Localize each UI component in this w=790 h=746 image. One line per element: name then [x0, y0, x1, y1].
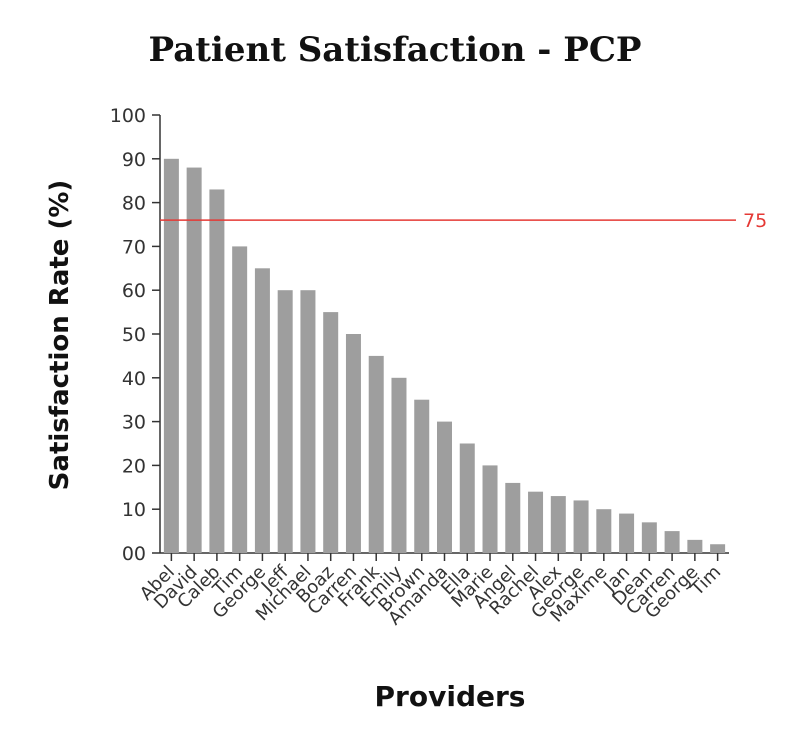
bar [391, 377, 407, 553]
bar [505, 482, 521, 553]
bar [209, 189, 225, 553]
bars [163, 158, 726, 554]
bar [664, 531, 680, 553]
bar [573, 500, 589, 553]
bar [596, 509, 612, 553]
y-tick-label: 70 [122, 236, 146, 258]
chart-title: Patient Satisfaction - PCP [148, 30, 642, 70]
bar [345, 334, 361, 553]
bar [368, 355, 384, 553]
y-tick-label: 10 [122, 499, 146, 521]
y-tick-label: 40 [122, 368, 146, 390]
y-axis: 00 10 20 30 40 50 60 70 80 90 100 [110, 105, 161, 565]
bar [323, 312, 339, 553]
y-tick-label: 60 [122, 280, 146, 302]
y-tick-label: 50 [122, 324, 146, 346]
bar [414, 399, 430, 553]
y-tick-label: 100 [110, 105, 146, 127]
bar [437, 421, 452, 553]
bar [300, 290, 316, 553]
bar [232, 246, 248, 553]
bar [641, 522, 657, 553]
y-tick-label: 30 [122, 412, 146, 434]
bar [459, 443, 475, 553]
y-tick-label: 20 [122, 455, 146, 477]
x-axis: AbelDavidCalebTimGeorgeJeffMichaelBoazCa… [136, 552, 729, 629]
y-tick-label: 80 [122, 193, 146, 215]
bar [528, 491, 544, 553]
reference-line-label: 75 [743, 210, 767, 232]
bar [277, 290, 293, 553]
bar [186, 167, 202, 553]
bar [482, 465, 498, 553]
bar [619, 513, 635, 553]
bar [687, 539, 703, 553]
bar [710, 544, 726, 553]
reference-line-group: 75 [160, 210, 767, 232]
y-tick-label: 00 [122, 543, 146, 565]
x-axis-label: Providers [374, 680, 526, 713]
y-tick-label: 90 [122, 149, 146, 171]
bar [163, 158, 179, 554]
bar [254, 268, 270, 553]
bar [550, 496, 566, 553]
